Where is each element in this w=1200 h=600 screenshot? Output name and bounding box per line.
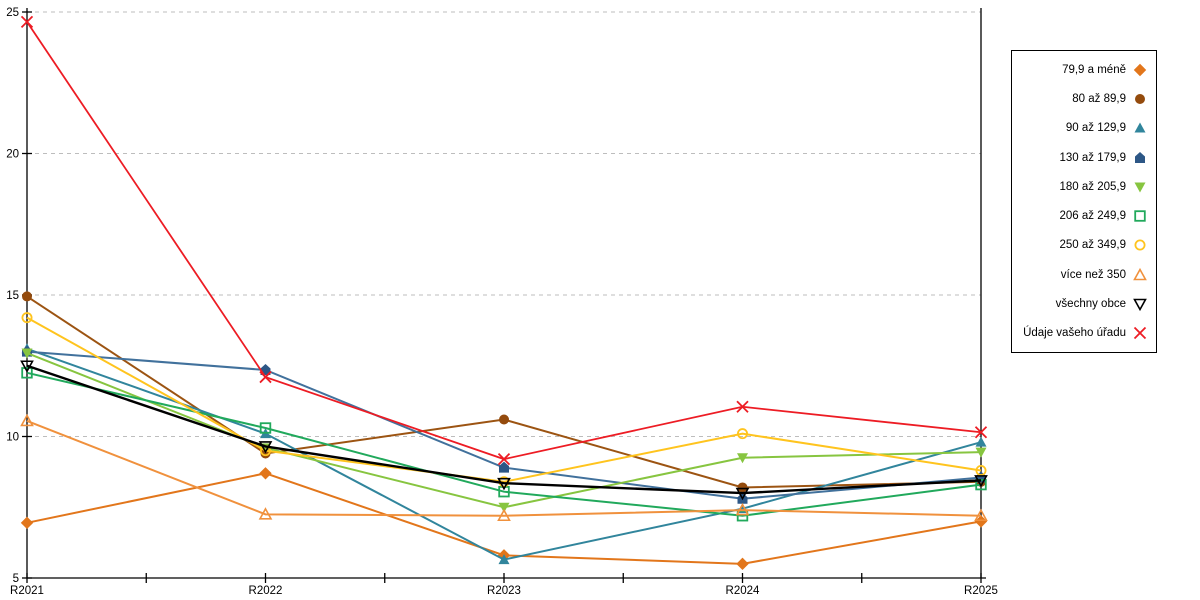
data-point-marker-triangle-open [735, 502, 750, 516]
data-point-marker-x [1133, 327, 1147, 340]
data-point-marker-x [20, 15, 34, 29]
data-point-marker-diamond [20, 516, 34, 530]
x-axis-label: R2024 [726, 585, 760, 597]
data-point-marker-diamond [1133, 63, 1147, 76]
legend-item-label: 180 až 205,9 [1059, 180, 1126, 193]
data-point-marker-triangle-down [1134, 182, 1146, 193]
legend-item: 180 až 205,9 [1016, 179, 1148, 195]
y-axis-label: 20 [6, 149, 19, 161]
legend-item-label: 130 až 179,9 [1059, 151, 1126, 164]
data-point-marker-circle [737, 482, 748, 493]
legend-marker-icon [1133, 327, 1147, 340]
series-line-6 [26, 316, 982, 483]
data-point-marker-circle [22, 291, 32, 302]
data-point-marker-square-open [1134, 210, 1146, 222]
series-line-5 [26, 371, 982, 517]
y-axis-label: 10 [6, 432, 19, 444]
data-point-marker-circle [1135, 93, 1145, 104]
data-point-marker-diamond [974, 515, 988, 528]
legend-item: 90 až 129,9 [1016, 120, 1148, 136]
data-point-marker-circle-open [737, 428, 749, 440]
data-point-marker-triangle-open [974, 508, 988, 522]
legend-marker-icon [1134, 210, 1146, 222]
data-point-marker-circle [499, 414, 509, 425]
chart-legend: 79,9 a méně 80 až 89,9 90 až 129,9 130 až 1… [1011, 50, 1157, 353]
legend-item: více než 350 [1016, 267, 1148, 283]
data-point-marker-triangle-down [975, 447, 987, 458]
data-point-marker-triangle-down-open [1133, 298, 1147, 312]
data-point-marker-triangle-down-open [497, 477, 511, 491]
data-point-marker-triangle-down [498, 502, 510, 513]
legend-item-label: 80 až 89,9 [1072, 92, 1126, 105]
data-point-marker-triangle-open [20, 413, 34, 427]
data-point-marker-square-open [21, 367, 33, 379]
data-point-marker-pentagon [1135, 151, 1145, 163]
data-point-marker-triangle-open [1133, 267, 1147, 281]
data-point-marker-triangle [975, 436, 987, 447]
legend-item: 79,9 a méně [1016, 62, 1148, 78]
legend-item-label: 90 až 129,9 [1065, 122, 1126, 135]
data-point-marker-x [736, 400, 749, 413]
legend-item-label: Údaje vašeho úřadu [1023, 327, 1126, 340]
legend-marker-icon [1135, 151, 1145, 163]
data-point-marker-x [974, 426, 988, 439]
data-point-marker-circle-open [1134, 239, 1146, 251]
series-line-2 [26, 347, 982, 561]
data-point-marker-triangle-open [497, 508, 511, 522]
x-axis-label: R2023 [487, 585, 521, 597]
data-point-marker-square-open [975, 478, 987, 491]
series-line-8 [26, 364, 982, 495]
legend-marker-icon [1135, 93, 1145, 104]
series-line-7 [26, 420, 982, 517]
data-point-marker-triangle [498, 554, 510, 565]
data-point-marker-diamond [259, 467, 272, 480]
x-axis-label: R2025 [964, 585, 998, 597]
legend-item-label: 250 až 349,9 [1059, 239, 1126, 252]
data-point-marker-pentagon [499, 461, 509, 473]
data-point-marker-triangle-down [21, 348, 33, 359]
data-point-marker-diamond [736, 557, 749, 571]
data-point-marker-triangle-down [737, 453, 748, 464]
legend-item-label: 79,9 a méně [1062, 63, 1126, 76]
legend-item-label: více než 350 [1060, 268, 1126, 281]
legend-item-label: 206 až 249,9 [1059, 210, 1126, 223]
legend-item: 206 až 249,9 [1016, 208, 1148, 224]
legend-item: 80 až 89,9 [1016, 91, 1148, 107]
data-point-marker-x [497, 453, 511, 466]
legend-marker-icon [1133, 267, 1147, 281]
y-axis-label: 15 [6, 290, 19, 302]
data-point-marker-x [259, 370, 272, 384]
data-point-marker-triangle-down-open [735, 487, 750, 501]
legend-marker-icon [1133, 63, 1147, 76]
data-point-marker-triangle-open [258, 507, 273, 520]
data-point-marker-triangle [1134, 122, 1146, 133]
legend-item: Údaje vašeho úřadu [1016, 325, 1148, 341]
y-axis-label: 5 [13, 573, 19, 585]
series-line-9 [26, 21, 982, 461]
data-point-marker-triangle-down-open [258, 441, 273, 454]
legend-marker-icon [1134, 122, 1146, 133]
data-point-marker-circle-open [975, 464, 987, 476]
y-axis-label: 25 [6, 7, 19, 19]
x-axis-label: R2021 [10, 585, 44, 597]
legend-marker-icon [1134, 239, 1146, 251]
legend-item: 130 až 179,9 [1016, 150, 1148, 166]
data-point-marker-circle-open [21, 312, 33, 324]
legend-marker-icon [1134, 182, 1146, 193]
legend-item-label: všechny obce [1055, 298, 1126, 311]
data-point-marker-triangle-down-open [974, 475, 988, 488]
legend-item: 250 až 349,9 [1016, 237, 1148, 253]
legend-item: všechny obce [1016, 296, 1148, 312]
legend-marker-icon [1133, 298, 1147, 312]
data-point-marker-triangle-down-open [20, 360, 34, 373]
data-point-marker-square-open [259, 422, 272, 434]
x-axis-label: R2022 [249, 585, 283, 597]
